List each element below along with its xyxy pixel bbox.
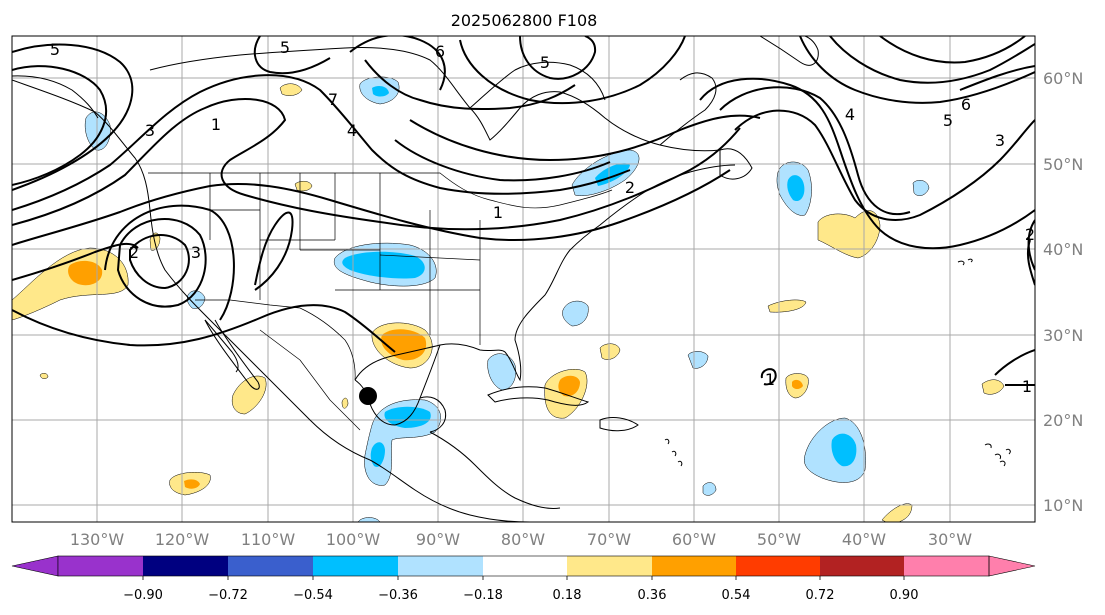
contour-label: 3 — [191, 243, 201, 262]
contour-label: 3 — [145, 121, 155, 140]
anomaly-positive-patch — [68, 260, 103, 286]
lat-label: 10°N — [1043, 496, 1083, 515]
anomaly-positive-patch — [981, 379, 1005, 395]
anomaly-negative-patch — [912, 180, 930, 196]
colorbar-swatch — [143, 556, 228, 576]
anomaly-negative-patch — [702, 482, 717, 496]
lon-label: 50°W — [757, 530, 801, 549]
contour-label: 1 — [1022, 377, 1032, 396]
anomaly-negative-patch — [787, 175, 805, 202]
lon-label: 60°W — [672, 530, 716, 549]
anomaly-positive-patch — [558, 375, 580, 397]
anomaly-positive-patch — [599, 343, 621, 360]
map-panel: 5 5 6 5 7 4 1 3 2 3 2 1 4 5 6 3 1 1 2 — [12, 36, 1035, 522]
colorbar-swatch — [736, 556, 820, 576]
contour-label: 4 — [347, 121, 357, 140]
contour-label: 6 — [961, 95, 971, 114]
map-title: 2025062800 F108 — [451, 11, 598, 30]
contour-label-group: 5 5 6 5 7 4 1 3 2 3 2 1 4 5 6 3 1 1 2 — [50, 38, 1035, 396]
colorbar-tick-label: −0.36 — [378, 588, 418, 603]
contour-label: 1 — [493, 203, 503, 222]
colorbar-tick-label: 0.18 — [553, 588, 582, 603]
anomaly-positive-patch — [381, 329, 427, 361]
contour-label: 2 — [625, 178, 635, 197]
colorbar-swatch — [483, 556, 567, 576]
lat-label: 50°N — [1043, 155, 1083, 174]
anomaly-negative-patch — [372, 85, 389, 97]
contour-label: 7 — [328, 90, 338, 109]
colorbar-tick-label: −0.90 — [123, 588, 163, 603]
lon-label: 70°W — [587, 530, 631, 549]
anomaly-positive-patch — [231, 375, 267, 415]
anomaly-negative-patch — [342, 251, 425, 279]
contour-label: 5 — [280, 38, 290, 57]
colorbar-tick-label: 0.90 — [890, 588, 919, 603]
contour-label: 1 — [765, 370, 775, 389]
colorbar-swatch — [652, 556, 736, 576]
colorbar-extend-low — [11, 555, 59, 577]
colorbar-tick-label: 0.72 — [806, 588, 835, 603]
gridlines — [12, 36, 1035, 522]
colorbar-swatch — [904, 556, 989, 576]
lon-label: 100°W — [326, 530, 381, 549]
anomaly-positive-patch — [279, 83, 303, 96]
political-borders — [148, 172, 613, 431]
contour-label: 5 — [50, 40, 60, 59]
colorbar-tick-label: −0.72 — [208, 588, 248, 603]
lon-label: 30°W — [928, 530, 972, 549]
colorbar-swatch — [313, 556, 398, 576]
anomaly-negative-patch — [487, 353, 516, 391]
lon-label: 120°W — [155, 530, 210, 549]
colorbar-swatch — [58, 556, 143, 576]
colorbar-swatch — [567, 556, 652, 576]
anomaly-positive-patch — [792, 379, 803, 389]
colorbar-swatch — [820, 556, 904, 576]
anomaly-positive-patch — [184, 479, 200, 489]
lon-label: 80°W — [501, 530, 545, 549]
contour-label: 1 — [211, 115, 221, 134]
colorbar-swatch — [398, 556, 483, 576]
contour-label: 2 — [129, 243, 139, 262]
anomaly-negative-patch — [831, 433, 857, 467]
contour-label: 4 — [845, 105, 855, 124]
contour-label: 5 — [943, 111, 953, 130]
anomaly-negative-patch — [370, 442, 385, 467]
contour-label: 3 — [995, 131, 1005, 150]
contour-label: 6 — [435, 42, 445, 61]
colorbar-tick-label: −0.54 — [293, 588, 333, 603]
lat-label: 30°N — [1043, 326, 1083, 345]
anomaly-negative-patch — [384, 406, 431, 428]
lon-label: 90°W — [416, 530, 460, 549]
contour-lines — [12, 36, 1035, 386]
colorbar-tick-label: 0.36 — [638, 588, 667, 603]
lon-label: 130°W — [70, 530, 125, 549]
anomaly-positive-patch — [39, 373, 49, 379]
coastlines — [12, 36, 1011, 522]
colorbar-tick-label: −0.18 — [463, 588, 503, 603]
contour-label: 5 — [540, 53, 550, 72]
lon-label: 110°W — [241, 530, 296, 549]
colorbar-extend-high — [988, 555, 1036, 577]
anomaly-negative-patch — [562, 300, 589, 327]
lat-label: 40°N — [1043, 240, 1083, 259]
map-frame — [11, 35, 1036, 523]
colorbar-swatch — [228, 556, 313, 576]
storm-location-marker — [359, 387, 377, 405]
contour-label: 2 — [1025, 225, 1035, 244]
colorbar-tick-label: 0.54 — [722, 588, 751, 603]
colorbar: −0.90 −0.72 −0.54 −0.36 −0.18 0.18 0.36 … — [11, 555, 1036, 603]
lat-label: 60°N — [1043, 69, 1083, 88]
lon-label: 40°W — [842, 530, 886, 549]
anomaly-positive-patch — [341, 397, 349, 409]
longitude-labels: 130°W 120°W 110°W 100°W 90°W 80°W 70°W 6… — [70, 530, 972, 549]
lat-label: 20°N — [1043, 411, 1083, 430]
latitude-labels: 60°N 50°N 40°N 30°N 20°N 10°N — [1043, 69, 1083, 515]
